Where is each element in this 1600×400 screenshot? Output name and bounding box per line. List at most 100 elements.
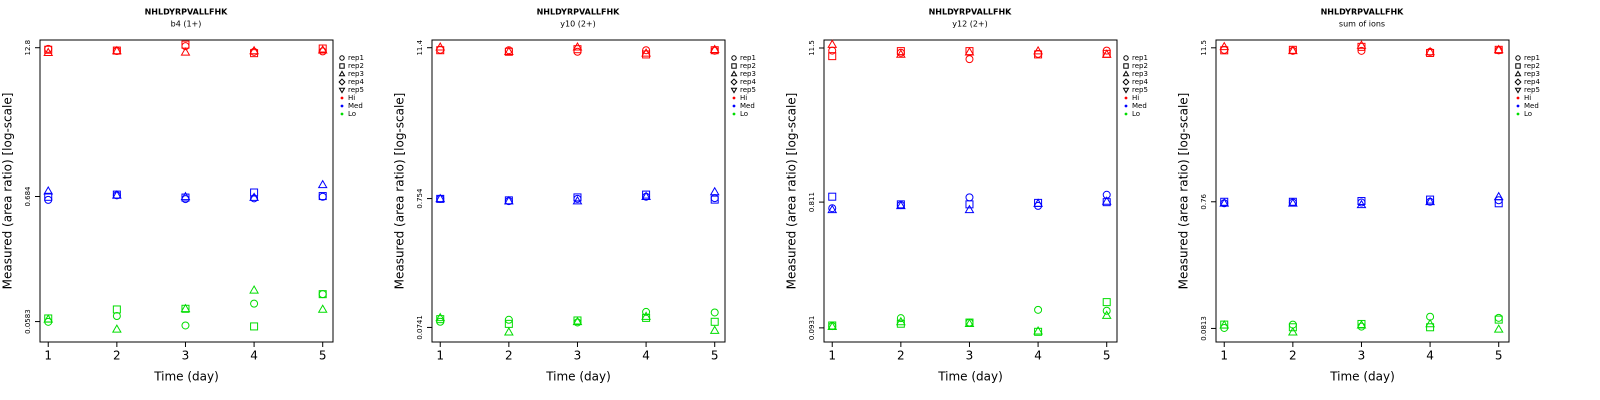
marker-triangle bbox=[827, 204, 838, 214]
x-tick-label: 1 bbox=[436, 349, 444, 363]
marker-triangle bbox=[1033, 325, 1043, 335]
marker-circle bbox=[896, 314, 905, 323]
legend-label: Hi bbox=[740, 94, 747, 102]
y-tick-label: 0.0583 bbox=[24, 309, 32, 334]
marker-square bbox=[710, 317, 719, 326]
x-tick-label: 5 bbox=[1495, 349, 1503, 363]
marker-circle bbox=[112, 312, 121, 321]
marker-square bbox=[44, 192, 53, 201]
marker-square bbox=[181, 193, 190, 202]
marker-square bbox=[1494, 315, 1503, 324]
chart-title: NHLDYRPVALLFHK bbox=[929, 8, 1013, 17]
marker-circle bbox=[339, 55, 345, 61]
legend-label: Lo bbox=[348, 110, 356, 118]
marker-triangle bbox=[111, 45, 122, 55]
panel: NHLDYRPVALLFHK y10 (2+) 1 2 3 4 5 0.0741 0.754 11… bbox=[393, 8, 757, 384]
x-tick-label: 5 bbox=[1103, 349, 1111, 363]
plot-frame bbox=[39, 39, 334, 343]
marker-square bbox=[318, 290, 327, 299]
marker-triangle bbox=[43, 314, 54, 323]
marker-square bbox=[965, 200, 974, 209]
marker-triangle bbox=[317, 44, 328, 54]
x-tick-label: 3 bbox=[1358, 349, 1366, 363]
legend-label: Hi bbox=[348, 94, 355, 102]
marker-circle bbox=[1357, 46, 1366, 55]
legend-label: Lo bbox=[740, 110, 748, 118]
marker-down-triangle bbox=[730, 87, 738, 94]
marker-triangle bbox=[1033, 45, 1043, 55]
marker-triangle bbox=[1356, 320, 1367, 329]
marker-triangle bbox=[111, 190, 122, 199]
marker-triangle bbox=[572, 316, 583, 326]
marker-triangle bbox=[1122, 70, 1130, 77]
legend-swatch bbox=[340, 96, 344, 100]
legend-swatch bbox=[340, 112, 344, 116]
marker-triangle bbox=[180, 47, 191, 56]
marker-square bbox=[1357, 197, 1366, 206]
marker-square bbox=[250, 322, 259, 331]
marker-circle bbox=[436, 317, 445, 326]
marker-triangle bbox=[572, 42, 583, 51]
marker-triangle bbox=[709, 44, 720, 54]
marker-square bbox=[642, 190, 651, 199]
x-tick-label: 1 bbox=[828, 349, 836, 363]
marker-square bbox=[1426, 195, 1435, 204]
chart-subtitle: sum of ions bbox=[1339, 20, 1385, 29]
plot-frame bbox=[431, 39, 726, 343]
x-axis-label: Time (day) bbox=[153, 370, 219, 384]
legend-swatch bbox=[1516, 104, 1520, 108]
marker-triangle bbox=[43, 185, 54, 195]
legend-label: rep4 bbox=[740, 78, 756, 86]
legend-label: rep2 bbox=[740, 62, 756, 70]
marker-square bbox=[573, 193, 582, 202]
marker-diamond bbox=[338, 78, 346, 86]
legend-label: rep3 bbox=[1132, 70, 1148, 78]
legend-swatch bbox=[1516, 96, 1520, 100]
marker-triangle bbox=[1287, 198, 1298, 207]
marker-triangle bbox=[249, 285, 259, 294]
legend-swatch bbox=[732, 112, 736, 116]
marker-triangle bbox=[317, 179, 328, 189]
marker-circle bbox=[250, 299, 259, 308]
marker-circle bbox=[642, 46, 651, 55]
marker-triangle bbox=[1033, 198, 1043, 207]
y-axis-label: Measured (area ratio) [log-scale] bbox=[785, 93, 799, 290]
chart-title: NHLDYRPVALLFHK bbox=[1321, 8, 1405, 17]
legend-label: rep5 bbox=[1132, 86, 1148, 94]
x-tick-label: 3 bbox=[966, 349, 974, 363]
legend-label: rep2 bbox=[1524, 62, 1540, 70]
marker-square bbox=[1426, 323, 1435, 332]
marker-square bbox=[1220, 46, 1229, 55]
marker-triangle bbox=[1493, 324, 1504, 333]
legend-label: rep2 bbox=[348, 62, 364, 70]
marker-triangle bbox=[503, 195, 514, 205]
marker-triangle bbox=[827, 39, 838, 48]
x-tick-label: 2 bbox=[505, 349, 513, 363]
marker-triangle bbox=[111, 324, 122, 333]
marker-square bbox=[828, 192, 837, 201]
y-tick-label: 0.76 bbox=[1200, 193, 1208, 209]
marker-triangle bbox=[1493, 191, 1504, 201]
legend-label: Med bbox=[1524, 102, 1539, 110]
marker-square bbox=[731, 63, 737, 69]
legend-label: rep5 bbox=[1524, 86, 1540, 94]
legend-label: rep4 bbox=[1132, 78, 1148, 86]
marker-triangle bbox=[180, 303, 191, 313]
marker-square bbox=[1102, 198, 1111, 207]
y-axis-label: Measured (area ratio) [log-scale] bbox=[1, 93, 15, 290]
chart-subtitle: y12 (2+) bbox=[952, 20, 988, 29]
marker-triangle bbox=[1101, 310, 1112, 319]
y-tick-label: 0.0741 bbox=[416, 315, 424, 340]
legend-label: Lo bbox=[1132, 110, 1140, 118]
marker-square bbox=[318, 192, 327, 201]
marker-circle bbox=[318, 290, 327, 299]
legend-label: rep3 bbox=[348, 70, 364, 78]
plot-frame bbox=[1215, 39, 1510, 343]
x-tick-label: 1 bbox=[44, 349, 52, 363]
marker-triangle bbox=[1101, 49, 1112, 58]
legend-swatch bbox=[1124, 112, 1128, 116]
legend-label: rep1 bbox=[740, 54, 756, 62]
legend-label: Lo bbox=[1524, 110, 1532, 118]
marker-circle bbox=[1123, 55, 1129, 61]
marker-circle bbox=[250, 194, 259, 203]
